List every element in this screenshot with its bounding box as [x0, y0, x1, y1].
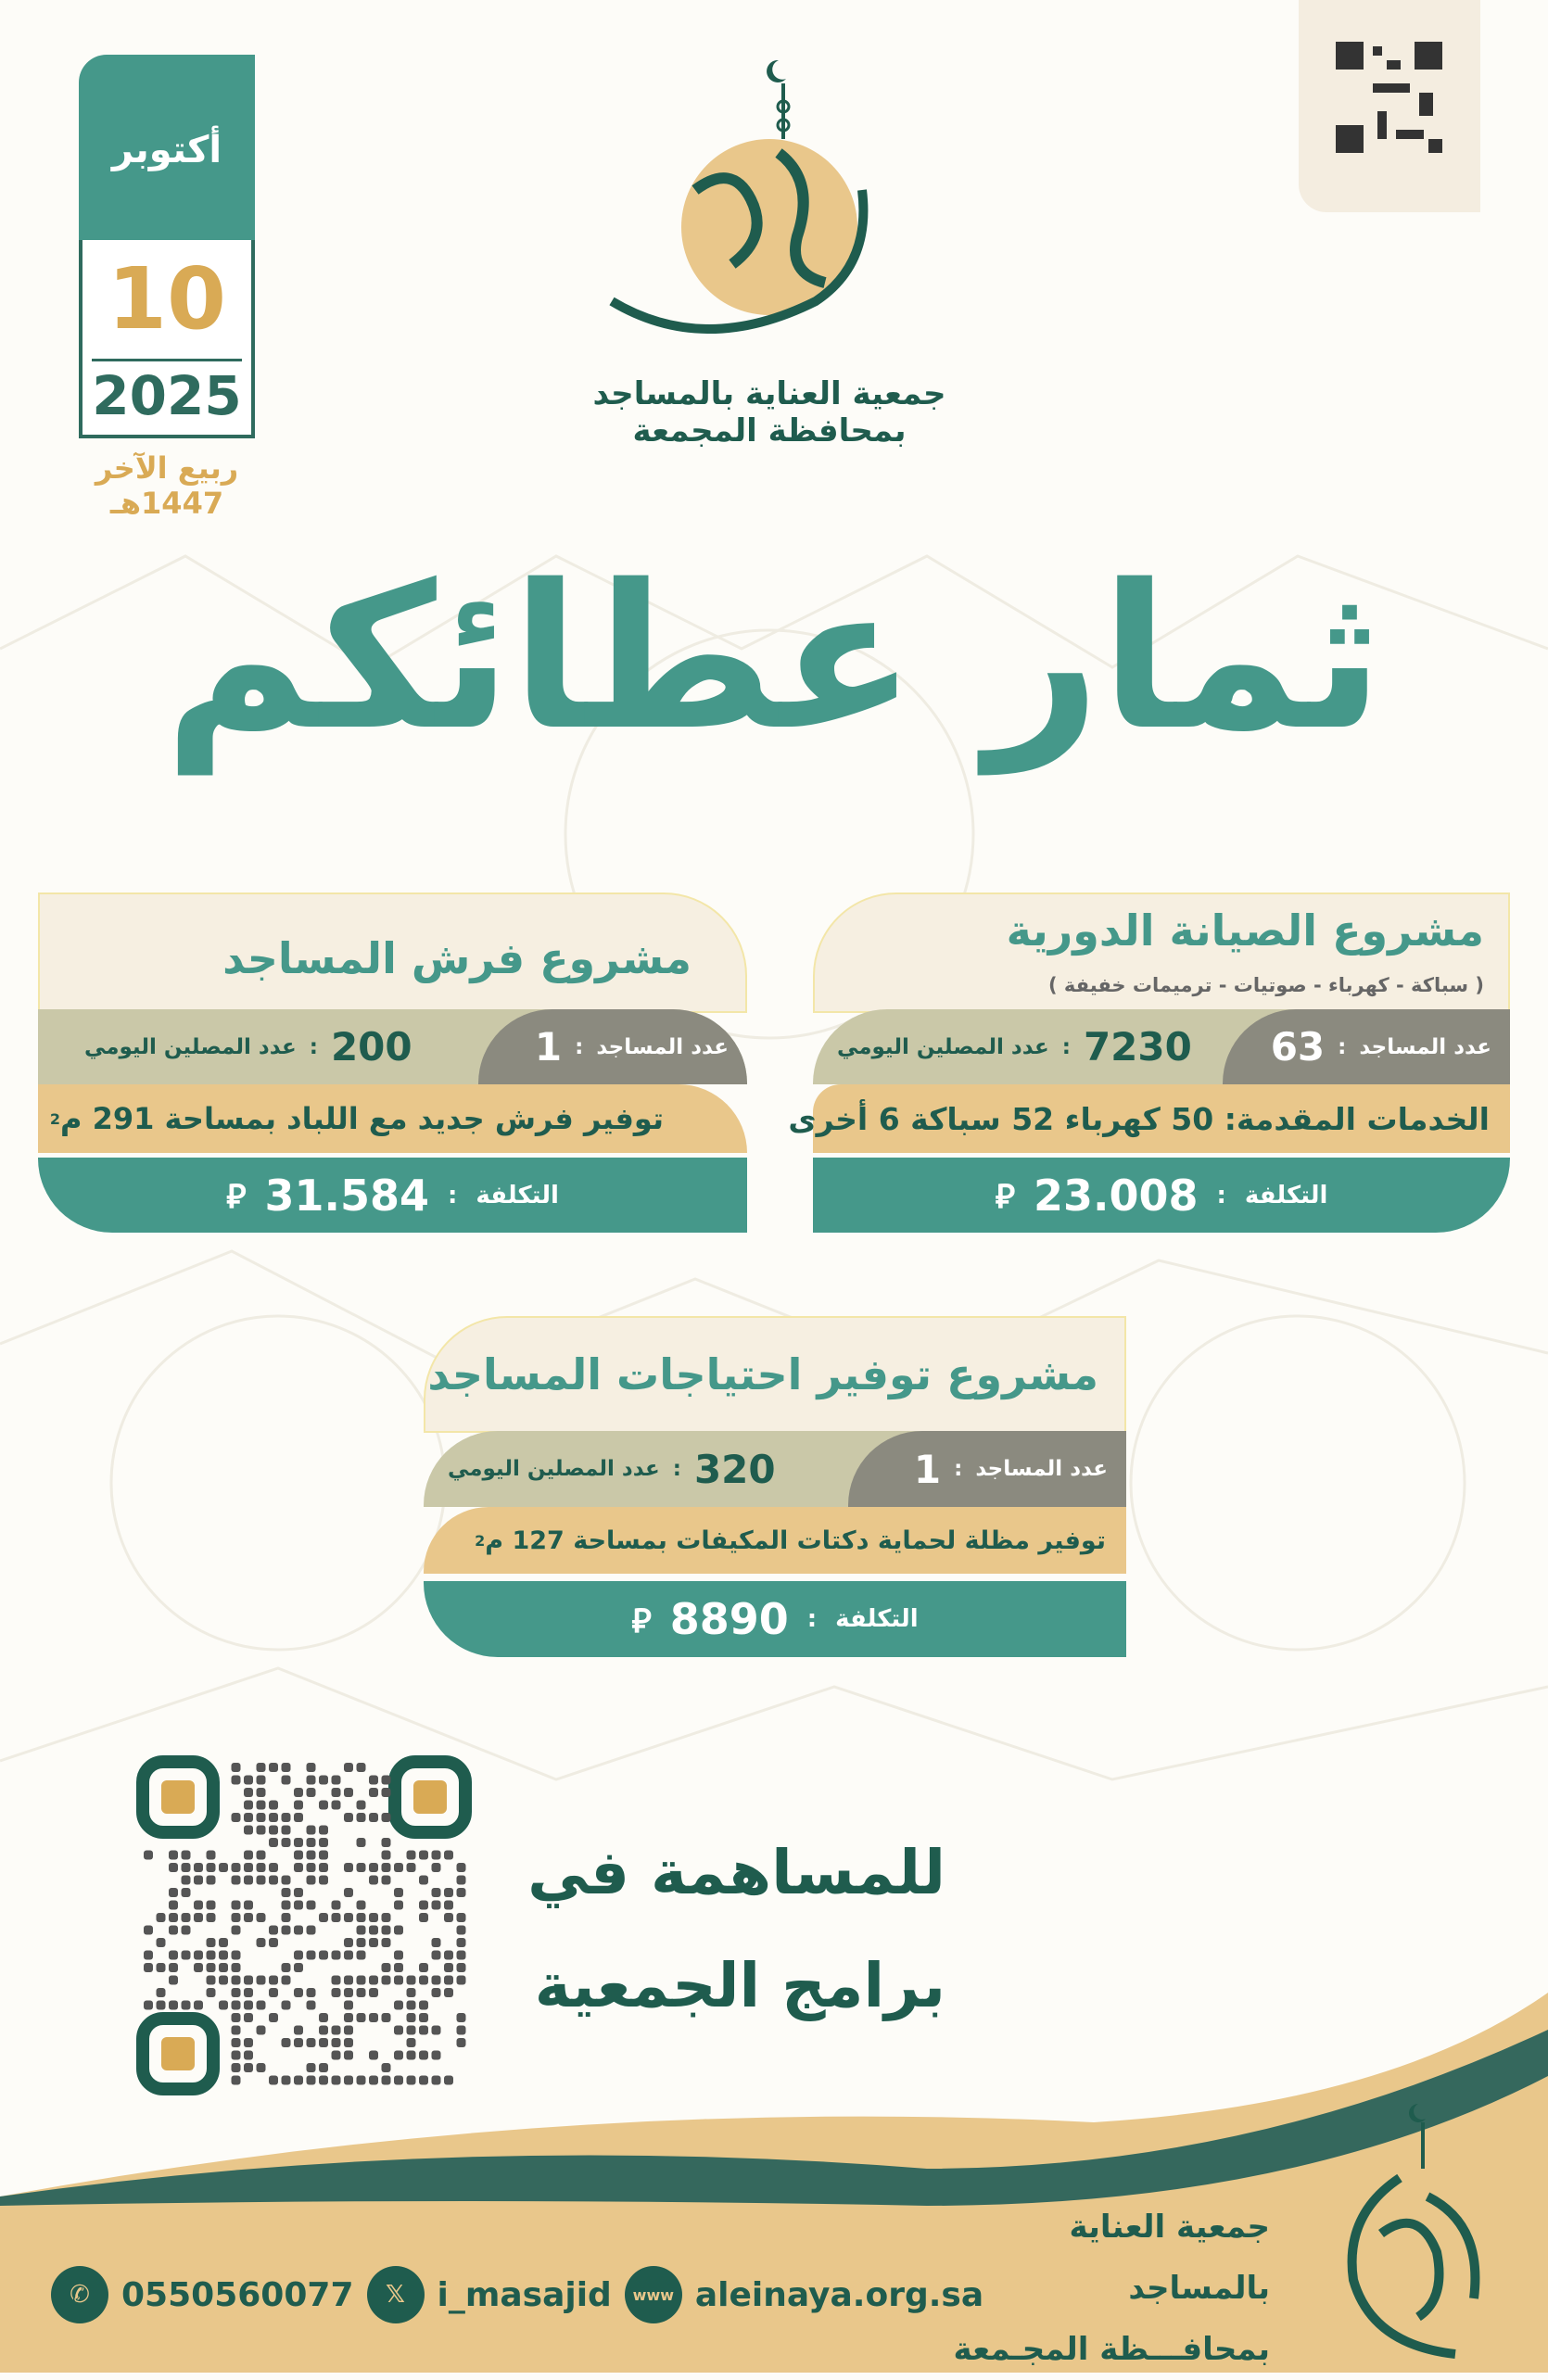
- website-link[interactable]: aleinaya.org.sa: [694, 2275, 984, 2314]
- date-month: أكتوبر: [79, 55, 255, 240]
- mosques-label: عدد المساجد: [596, 1034, 729, 1059]
- cost-label: التكلفة: [835, 1605, 919, 1633]
- date-calendar: أكتوبر 10 2025: [79, 55, 255, 438]
- hijri-date: ربيع الآخر 1447هـ: [95, 450, 239, 521]
- colon: :: [954, 1457, 963, 1481]
- colon: :: [1338, 1034, 1347, 1059]
- worshippers-label: عدد المصلين اليومي: [84, 1034, 297, 1059]
- footer-org-name: جمعية العناية بالمساجد بمحافـــظة المجـم…: [927, 2196, 1270, 2380]
- riyal-icon: ⃁: [226, 1178, 247, 1216]
- project-card-maintenance: مشروع الصيانة الدورية ( سباكة - كهرباء -…: [788, 892, 1510, 1233]
- mosques-count: 1: [913, 1446, 942, 1492]
- project-card-needs: مشروع توفير احتياجات المساجد عدد المساجد…: [424, 1316, 1126, 1657]
- footer-logo: [1347, 2104, 1480, 2359]
- colon: :: [672, 1457, 681, 1481]
- cost-label: التكلفة: [476, 1181, 559, 1209]
- contribute-text: للمساهمة في برامج الجمعية: [501, 1817, 945, 2043]
- colon: :: [309, 1034, 318, 1059]
- footer-org-line1: جمعية العناية بالمساجد: [1069, 2209, 1270, 2307]
- worshippers-count: 7230: [1083, 1024, 1192, 1070]
- riyal-icon: ⃁: [995, 1178, 1015, 1216]
- org-logo: [609, 59, 869, 334]
- contribute-line1: للمساهمة في: [527, 1837, 945, 1908]
- worshippers-count: 320: [693, 1446, 776, 1492]
- headline: ثمار عطائكم: [164, 541, 1384, 774]
- project-title: مشروع الصيانة الدورية: [1006, 905, 1484, 956]
- project-title: مشروع توفير احتياجات المساجد: [427, 1349, 1098, 1399]
- footer-org-line2: بمحافـــظة المجـمعة: [953, 2331, 1270, 2368]
- project-detail: توفير مظلة لحماية دكتات المكيفات بمساحة …: [485, 1525, 1106, 1555]
- mosques-label: عدد المساجد: [975, 1457, 1108, 1481]
- mosques-count: 1: [534, 1024, 563, 1070]
- worshippers-label: عدد المصلين اليومي: [837, 1034, 1049, 1059]
- riyal-icon: ⃁: [631, 1601, 652, 1640]
- project-title: مشروع فرش المساجد: [222, 933, 692, 983]
- phone-icon: ✆: [51, 2266, 108, 2323]
- contribute-line2: برامج الجمعية: [534, 1950, 945, 2021]
- project-card-carpets: مشروع فرش المساجد عدد المساجد:1 200: عدد …: [38, 892, 747, 1233]
- colon: :: [1216, 1181, 1226, 1209]
- worshippers-count: 200: [330, 1024, 412, 1070]
- date-year: 2025: [92, 364, 242, 427]
- colon: :: [575, 1034, 584, 1059]
- cost-value: 31.584: [264, 1170, 429, 1221]
- mosques-count: 63: [1270, 1024, 1326, 1070]
- colon: :: [806, 1605, 818, 1633]
- org-name-line2: بمحافظة المجمعة: [632, 412, 907, 449]
- org-name: جمعية العناية بالمساجد بمحافظة المجمعة: [519, 375, 1020, 449]
- mosques-label: عدد المساجد: [1359, 1034, 1491, 1059]
- qr-code-small[interactable]: [1299, 0, 1480, 212]
- x-twitter-icon: 𝕏: [366, 2266, 425, 2323]
- org-name-line1: جمعية العناية بالمساجد: [592, 375, 946, 412]
- date-day: 10: [107, 249, 227, 348]
- project-detail: توفير فرش جديد مع اللباد بمساحة 291 م: [59, 1101, 664, 1136]
- project-subtitle: ( سباكة - كهرباء - صوتيات - ترميمات خفيف…: [1047, 974, 1484, 996]
- cost-label: التكلفة: [1244, 1181, 1328, 1209]
- globe-icon: www: [624, 2266, 682, 2323]
- twitter-handle[interactable]: i_masajid: [437, 2275, 612, 2314]
- phone-number[interactable]: 0550560077: [121, 2275, 354, 2314]
- cost-value: 8890: [669, 1594, 789, 1644]
- project-detail: الخدمات المقدمة: 50 كهرباء 52 سباكة 6 أخ…: [788, 1084, 1510, 1153]
- worshippers-label: عدد المصلين اليومي: [448, 1457, 660, 1481]
- cost-value: 23.008: [1033, 1170, 1199, 1221]
- footer-contacts: ✆ 0550560077 𝕏 i_masajid www aleinaya.or…: [51, 2266, 983, 2323]
- qr-code-donate[interactable]: [136, 1755, 472, 2095]
- colon: :: [448, 1181, 458, 1209]
- colon: :: [1061, 1034, 1071, 1059]
